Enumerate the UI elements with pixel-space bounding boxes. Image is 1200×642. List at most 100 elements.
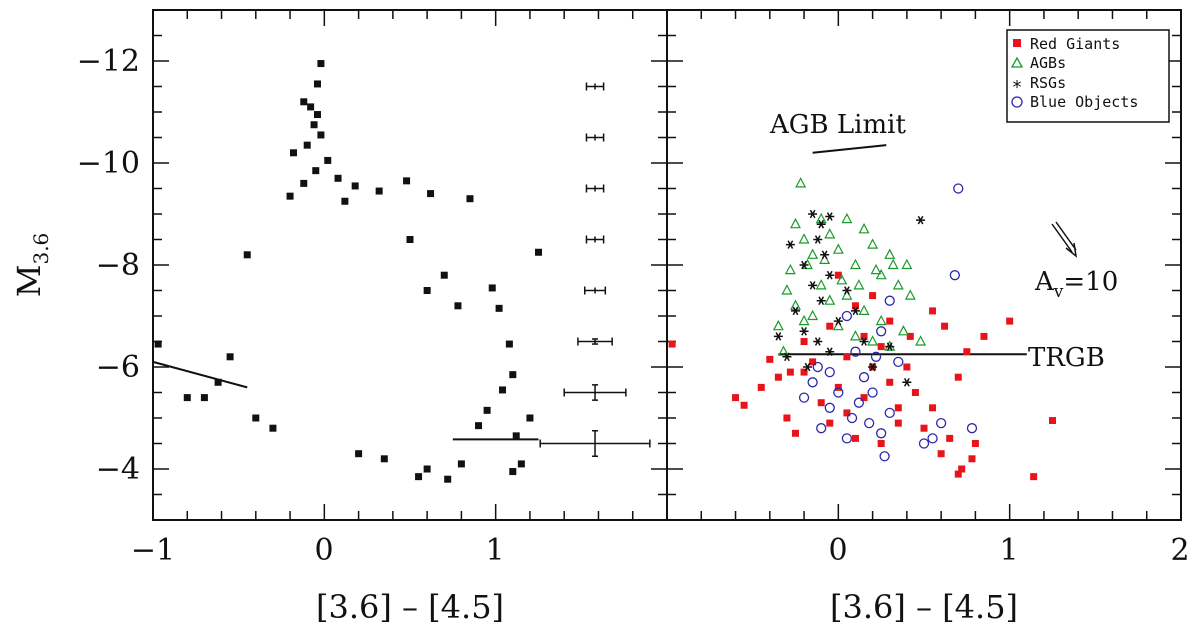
data-point-point [313, 111, 321, 119]
data-point-red-giants [946, 434, 954, 442]
extinction-label-sub: v [1053, 282, 1064, 302]
data-point-red-giants [980, 332, 988, 340]
data-point-rsgs [799, 260, 809, 270]
data-point-red-giants [1006, 317, 1014, 325]
y-tick-label: −4 [96, 452, 140, 487]
data-point-point [351, 182, 359, 190]
data-point-point [324, 156, 332, 164]
data-point-agbs [887, 258, 899, 270]
data-point-point [341, 197, 349, 205]
data-point-blue-objects [870, 351, 882, 362]
data-point-rsgs [825, 212, 835, 221]
data-point-rsgs [773, 332, 783, 341]
left-lines [152, 360, 539, 441]
data-point-red-giants [929, 307, 937, 315]
data-point-red-giants [786, 368, 794, 376]
data-point-agbs [875, 268, 887, 280]
data-point-rsgs [902, 378, 912, 387]
data-point-rsgs [813, 337, 823, 346]
legend: Red Giants AGBs * RSGs Blue Objects [1006, 29, 1170, 123]
data-point-red-giants [732, 394, 740, 402]
data-point-blue-objects [879, 451, 890, 462]
right-ticks [666, 9, 1182, 521]
data-point-point [200, 394, 208, 402]
data-point-rsgs [842, 286, 852, 295]
data-point-point [334, 174, 342, 182]
data-point-agbs [867, 335, 879, 346]
extinction-label: Av=10 [1034, 267, 1118, 302]
data-point-rsgs [782, 352, 792, 362]
data-point-red-giants [954, 470, 962, 478]
data-point-agbs [798, 233, 810, 244]
data-point-blue-objects [884, 295, 895, 306]
data-point-red-giants [774, 373, 782, 381]
data-point-agbs [884, 248, 896, 259]
data-point-rsgs [808, 281, 818, 290]
data-point-agbs [790, 299, 801, 310]
data-point-point [303, 141, 311, 149]
data-point-red-giants [920, 424, 928, 432]
right-points [668, 177, 1056, 481]
data-point-red-giants [929, 404, 937, 412]
data-point-agbs [772, 319, 784, 331]
data-point-red-giants [817, 399, 825, 407]
data-point-red-giants [766, 355, 774, 363]
data-point-agbs [849, 330, 861, 341]
data-point-agbs [795, 177, 807, 188]
data-point-point [488, 284, 496, 292]
data-point-blue-objects [893, 356, 904, 368]
data-point-agbs [841, 212, 853, 224]
data-point-blue-objects [846, 412, 858, 424]
data-point-red-giants [834, 271, 842, 279]
data-point-point [403, 177, 411, 185]
data-point-point [440, 271, 448, 279]
data-point-agbs [858, 304, 870, 315]
data-point-blue-objects [966, 423, 978, 434]
data-point-point [310, 121, 318, 129]
data-point-blue-objects [858, 372, 870, 383]
data-point-point [154, 340, 162, 348]
data-point-agbs [858, 223, 870, 234]
reference-line [812, 144, 887, 154]
data-point-point [483, 406, 491, 414]
data-point-blue-objects [853, 397, 865, 408]
data-point-red-giants [886, 317, 894, 325]
y-tick-label: −10 [77, 146, 140, 181]
data-point-agbs [819, 253, 831, 264]
data-point-red-giants [911, 389, 919, 396]
data-point-agbs [836, 274, 848, 285]
data-point-blue-objects [833, 387, 844, 398]
data-point-agbs [870, 263, 882, 275]
left-points [154, 60, 651, 483]
data-point-rsgs [825, 270, 835, 280]
data-point-agbs [781, 284, 793, 295]
data-point-point [214, 378, 222, 386]
agb-limit-label: AGB Limit [769, 110, 906, 140]
legend-marker-red-giants [1013, 39, 1021, 47]
data-point-point [526, 414, 534, 422]
data-point-red-giants [971, 440, 979, 447]
data-point-point [313, 80, 321, 88]
data-point-red-giants [877, 343, 885, 351]
data-point-rsgs [859, 337, 869, 346]
data-point-point [317, 131, 325, 139]
data-point-point [286, 192, 294, 200]
data-point-agbs [901, 258, 913, 270]
data-point-agbs [867, 238, 879, 249]
data-point-red-giants [668, 340, 676, 348]
data-point-blue-objects [798, 392, 810, 403]
data-point-point [517, 460, 525, 468]
data-point-point [466, 195, 474, 203]
data-point-point [226, 353, 234, 361]
data-point-agbs [824, 294, 836, 305]
extinction-vector-arrow [1051, 221, 1078, 258]
data-point-point [512, 432, 520, 440]
extinction-label-main: A [1034, 267, 1055, 297]
data-point-blue-objects [953, 183, 964, 194]
y-axis-title-sub: 3.6 [29, 233, 53, 265]
y-tick-label: −8 [96, 248, 140, 283]
data-point-blue-objects [927, 433, 938, 444]
data-point-red-giants [792, 429, 799, 437]
data-point-red-giants [937, 450, 945, 458]
